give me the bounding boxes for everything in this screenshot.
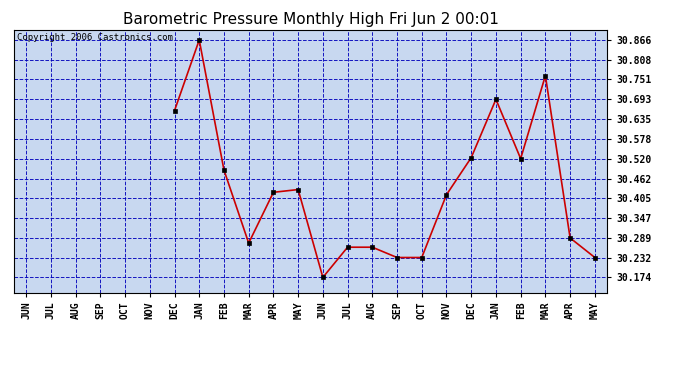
Text: Copyright 2006 Castronics.com: Copyright 2006 Castronics.com — [17, 33, 172, 42]
Title: Barometric Pressure Monthly High Fri Jun 2 00:01: Barometric Pressure Monthly High Fri Jun… — [123, 12, 498, 27]
